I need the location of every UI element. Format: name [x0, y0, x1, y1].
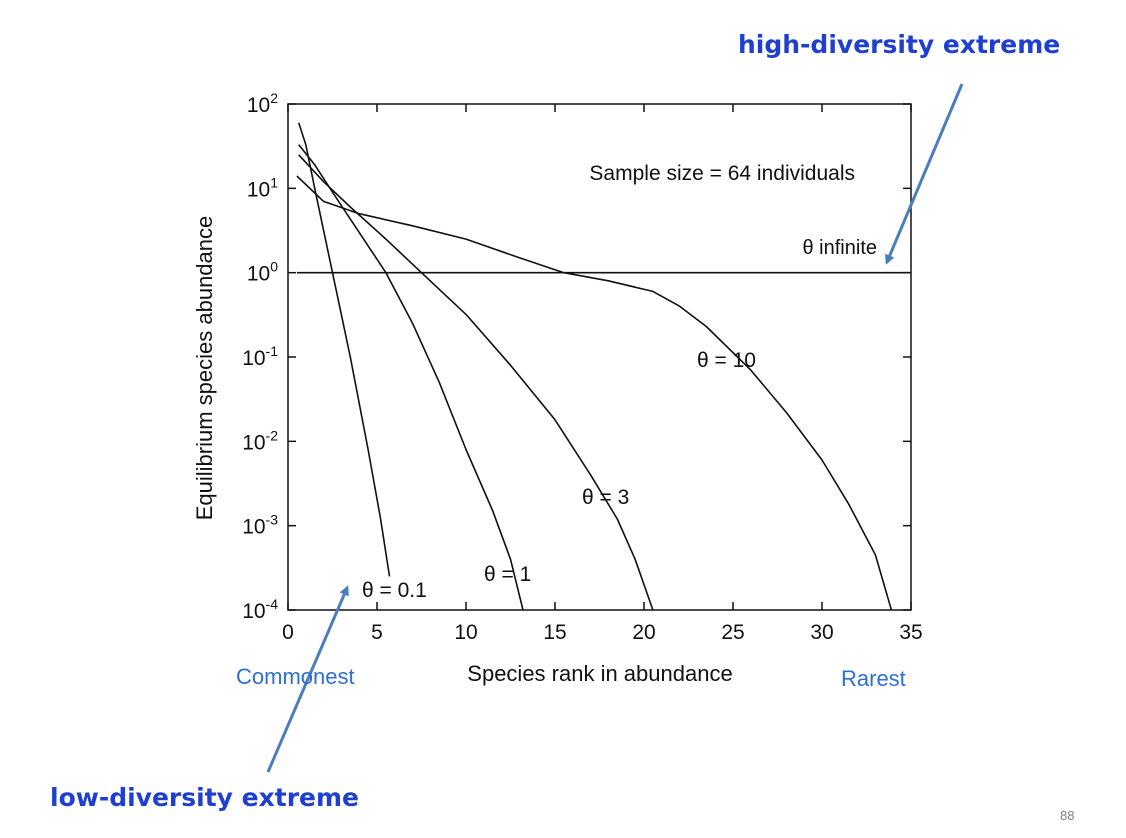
- series-line--10: [296, 175, 893, 611]
- low-diversity-label: low-diversity extreme: [50, 783, 359, 812]
- series-line--3: [298, 154, 654, 611]
- x-axis-title: Species rank in abundance: [467, 661, 732, 686]
- y-tick-label: 10-1: [242, 343, 278, 370]
- x-tick-label: 30: [810, 621, 833, 644]
- rarest-label: Rarest: [841, 666, 906, 691]
- y-tick-label: 10-3: [242, 512, 278, 539]
- series-line--1: [298, 144, 524, 611]
- series-lines: [296, 122, 910, 611]
- y-axis-title: Equilibrium species abundance: [192, 216, 217, 521]
- x-tick-label: 25: [721, 621, 744, 644]
- sample-size-note: Sample size = 64 individuals: [589, 162, 855, 185]
- y-tick-label: 102: [247, 90, 278, 117]
- label-theta-3: θ = 3: [582, 486, 629, 509]
- label-theta-10: θ = 10: [697, 349, 756, 372]
- x-axis-ticks: 0 5 10 15 20 25 30 35: [282, 104, 923, 644]
- label-theta-infinite: θ infinite: [803, 237, 878, 259]
- commonest-label: Commonest: [236, 664, 355, 689]
- x-tick-label: 20: [632, 621, 655, 644]
- y-tick-label: 100: [247, 259, 278, 286]
- y-tick-label: 101: [247, 174, 278, 201]
- y-tick-label: 10-2: [242, 427, 278, 454]
- y-tick-label: 10-4: [242, 596, 278, 623]
- y-axis-ticks: 102 101 100 10-1 10-2 10-3 10-4: [242, 90, 911, 623]
- x-tick-label: 10: [454, 621, 477, 644]
- series-line--0-1: [297, 122, 391, 577]
- x-tick-label: 0: [282, 621, 294, 644]
- x-tick-label: 5: [371, 621, 383, 644]
- high-diversity-label: high-diversity extreme: [738, 30, 1061, 59]
- label-theta-0-1: θ = 0.1: [362, 579, 427, 602]
- high-diversity-arrow: [885, 83, 964, 265]
- x-tick-label: 35: [899, 621, 922, 644]
- x-tick-label: 15: [543, 621, 566, 644]
- low-diversity-arrow: [266, 585, 349, 773]
- label-theta-1: θ = 1: [484, 563, 531, 586]
- page-number: 88: [1060, 808, 1075, 823]
